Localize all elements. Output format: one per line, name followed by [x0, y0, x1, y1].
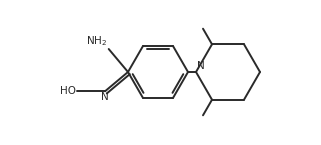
Text: NH$_2$: NH$_2$: [86, 34, 107, 48]
Text: N: N: [197, 61, 205, 71]
Text: HO: HO: [60, 86, 76, 96]
Text: N: N: [101, 92, 109, 102]
